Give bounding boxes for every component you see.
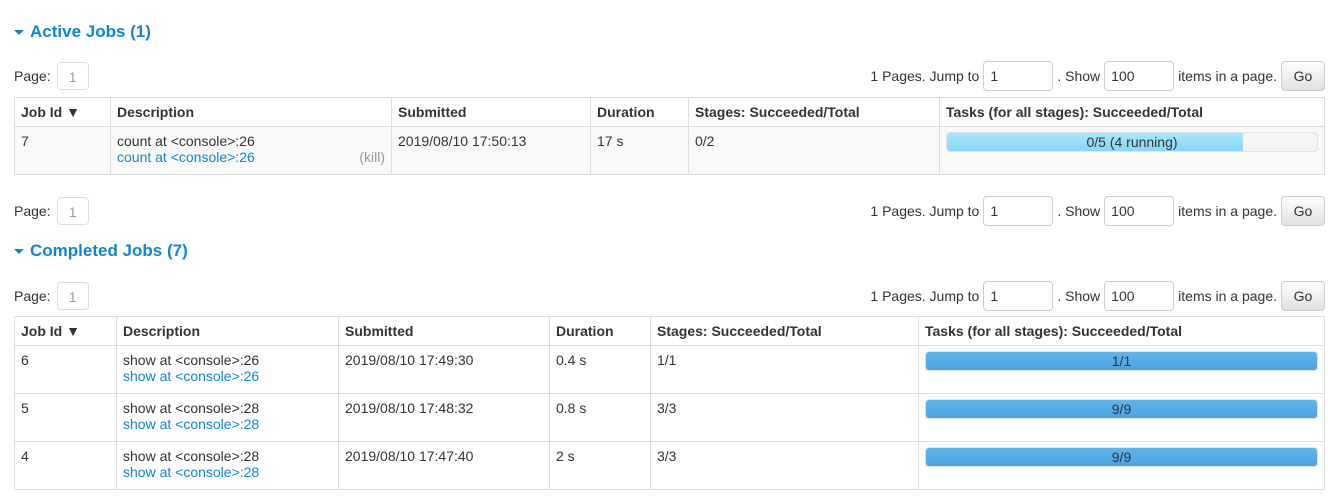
job-id: 4	[14, 441, 117, 490]
items-text: items in a page.	[1178, 203, 1277, 219]
page-controls: 1 Pages. Jump to . Show items in a page.…	[870, 61, 1325, 91]
page-number-button[interactable]: 1	[56, 282, 89, 310]
show-text: . Show	[1057, 203, 1101, 219]
active-jobs-table: Job Id ▼ Description Submitted Duration Stag…	[14, 97, 1325, 175]
job-id: 6	[14, 345, 117, 394]
tasks-text: 9/9	[1111, 449, 1132, 465]
tasks-text: 9/9	[1111, 401, 1132, 417]
tasks-text: 0/5 (4 running)	[1086, 134, 1178, 150]
column-header[interactable]: Duration	[590, 97, 689, 127]
page-number-button[interactable]: 1	[56, 197, 89, 225]
stages: 3/3	[650, 441, 919, 490]
duration: 0.4 s	[549, 345, 651, 394]
page-label: Page:	[14, 68, 51, 84]
completed-jobs-table: Job Id ▼ Description Submitted Duration Stag…	[14, 316, 1325, 490]
show-text: . Show	[1057, 68, 1101, 84]
jump-to-input[interactable]	[983, 281, 1054, 311]
column-header[interactable]: Submitted	[391, 97, 591, 127]
column-header[interactable]: Duration	[549, 316, 651, 346]
page-size-input[interactable]	[1104, 281, 1175, 311]
active-pager-bottom: Page: 1 1 Pages. Jump to . Show items in…	[14, 196, 1325, 226]
column-header[interactable]: Job Id ▼	[14, 97, 111, 127]
active-pager-top: Page: 1 1 Pages. Jump to . Show items in…	[14, 61, 1325, 91]
items-text: items in a page.	[1178, 68, 1277, 84]
active-jobs-header[interactable]: Active Jobs (1)	[14, 22, 151, 42]
tasks-cell: 0/5 (4 running)	[939, 126, 1325, 175]
duration: 2 s	[549, 441, 651, 490]
jump-to-input[interactable]	[983, 196, 1054, 226]
submitted: 2019/08/10 17:47:40	[338, 441, 550, 490]
tasks-progress-bar: 9/9	[925, 399, 1318, 419]
items-text: items in a page.	[1178, 288, 1277, 304]
job-id: 5	[14, 393, 117, 442]
progress-fill	[926, 448, 1317, 466]
stages: 0/2	[688, 126, 940, 175]
table-row: 6 show at <console>:26 show at <console>…	[14, 345, 1325, 394]
submitted: 2019/08/10 17:48:32	[338, 393, 550, 442]
kill-link[interactable]: (kill)	[359, 149, 385, 165]
column-header[interactable]: Tasks (for all stages): Succeeded/Total	[939, 97, 1325, 127]
tasks-cell: 9/9	[918, 441, 1325, 490]
description-cell: show at <console>:28 show at <console>:2…	[116, 441, 339, 490]
description: show at <console>:28	[123, 400, 260, 416]
table-row: 7 count at <console>:26 (kill) count at <…	[14, 126, 1325, 175]
column-header[interactable]: Description	[110, 97, 392, 127]
submitted: 2019/08/10 17:50:13	[391, 126, 591, 175]
job-link[interactable]: show at <console>:28	[123, 464, 260, 480]
job-link[interactable]: show at <console>:26	[123, 368, 260, 384]
show-text: . Show	[1057, 288, 1101, 304]
tasks-cell: 1/1	[918, 345, 1325, 394]
progress-fill	[926, 400, 1317, 418]
progress-fill	[947, 133, 1243, 151]
page-label: Page:	[14, 203, 51, 219]
tasks-progress-bar: 0/5 (4 running)	[946, 132, 1318, 152]
page-controls: 1 Pages. Jump to . Show items in a page.…	[870, 281, 1325, 311]
column-header[interactable]: Tasks (for all stages): Succeeded/Total	[918, 316, 1325, 346]
description-cell: count at <console>:26 (kill) count at <co…	[110, 126, 392, 175]
tasks-cell: 9/9	[918, 393, 1325, 442]
column-header[interactable]: Description	[116, 316, 339, 346]
progress-fill	[926, 352, 1317, 370]
completed-jobs-header[interactable]: Completed Jobs (7)	[14, 241, 188, 261]
column-header[interactable]: Stages: Succeeded/Total	[650, 316, 919, 346]
stages: 1/1	[650, 345, 919, 394]
completed-pager-top: Page: 1 1 Pages. Jump to . Show items in…	[14, 281, 1325, 311]
tasks-text: 1/1	[1111, 353, 1132, 369]
page-label: Page:	[14, 288, 51, 304]
jump-to-input[interactable]	[983, 61, 1054, 91]
pages-text: 1 Pages. Jump to	[870, 68, 980, 84]
pages-text: 1 Pages. Jump to	[870, 288, 980, 304]
go-button[interactable]: Go	[1281, 61, 1325, 91]
caret-down-icon	[14, 29, 24, 35]
caret-down-icon	[14, 248, 24, 254]
page-size-input[interactable]	[1104, 196, 1175, 226]
job-link[interactable]: show at <console>:28	[123, 416, 260, 432]
tasks-progress-bar: 9/9	[925, 447, 1318, 467]
description: count at <console>:26	[117, 133, 255, 149]
column-header[interactable]: Submitted	[338, 316, 550, 346]
description-cell: show at <console>:26 show at <console>:2…	[116, 345, 339, 394]
job-id: 7	[14, 126, 111, 175]
table-row: 5 show at <console>:28 show at <console>…	[14, 393, 1325, 442]
submitted: 2019/08/10 17:49:30	[338, 345, 550, 394]
duration: 0.8 s	[549, 393, 651, 442]
job-link[interactable]: count at <console>:26	[117, 149, 255, 165]
description: show at <console>:28	[123, 448, 260, 464]
tasks-progress-bar: 1/1	[925, 351, 1318, 371]
column-header[interactable]: Stages: Succeeded/Total	[688, 97, 940, 127]
table-row: 4 show at <console>:28 show at <console>…	[14, 441, 1325, 490]
go-button[interactable]: Go	[1281, 196, 1325, 226]
stages: 3/3	[650, 393, 919, 442]
duration: 17 s	[590, 126, 689, 175]
column-header[interactable]: Job Id ▼	[14, 316, 117, 346]
go-button[interactable]: Go	[1281, 281, 1325, 311]
page-size-input[interactable]	[1104, 61, 1175, 91]
page-number-button[interactable]: 1	[56, 62, 89, 90]
description-cell: show at <console>:28 show at <console>:2…	[116, 393, 339, 442]
pages-text: 1 Pages. Jump to	[870, 203, 980, 219]
page-controls: 1 Pages. Jump to . Show items in a page.…	[870, 196, 1325, 226]
description: show at <console>:26	[123, 352, 260, 368]
